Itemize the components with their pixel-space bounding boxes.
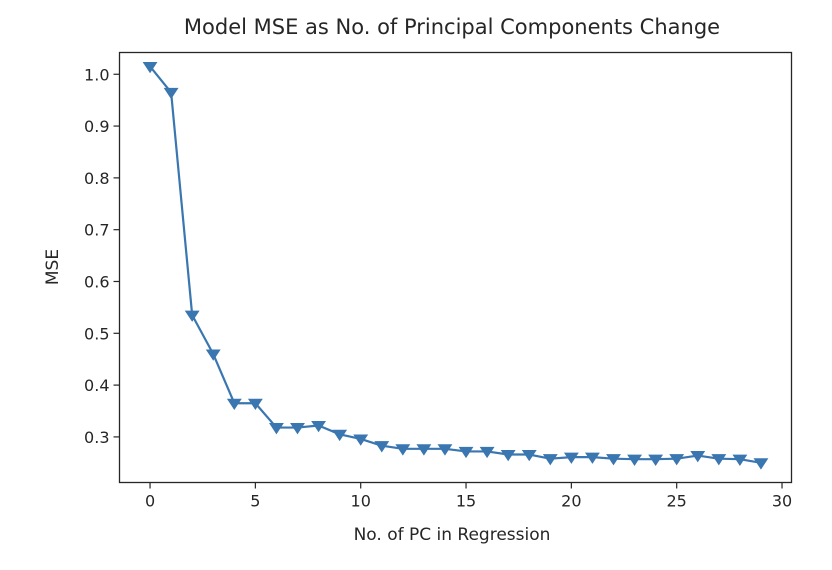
- plot-layer: [142, 61, 769, 470]
- x-tick-label: 15: [456, 492, 476, 511]
- data-point-marker: [163, 87, 179, 100]
- y-tick-label: 0.5: [84, 324, 109, 343]
- y-tick-label: 0.3: [84, 428, 109, 447]
- data-point-marker: [332, 429, 348, 442]
- data-point-marker: [627, 454, 642, 466]
- data-point-marker: [353, 434, 369, 446]
- data-point-marker: [374, 441, 390, 453]
- ticks-layer: 0 5 10 15 20 25 30 0.3 0.4 0.5 0.6 0.7 0.8 0.9 1.0: [84, 65, 792, 510]
- data-point-marker: [416, 444, 432, 456]
- data-point-marker: [226, 398, 242, 410]
- data-point-marker: [732, 454, 748, 466]
- data-point-marker: [205, 349, 221, 361]
- plot-frame: [118, 51, 793, 484]
- data-point-marker: [648, 454, 664, 466]
- y-tick-label: 1.0: [84, 65, 109, 84]
- data-point-marker: [711, 454, 727, 466]
- data-point-marker: [142, 61, 158, 74]
- data-point-marker: [563, 452, 579, 464]
- data-point-marker: [247, 398, 263, 410]
- y-tick-label: 0.8: [84, 169, 109, 188]
- y-tick-label: 0.4: [84, 376, 109, 395]
- x-axis-label: No. of PC in Regression: [354, 525, 551, 545]
- chart-title: Model MSE as No. of Principal Components…: [184, 15, 720, 39]
- data-point-marker: [542, 454, 558, 466]
- data-point-marker: [437, 444, 453, 456]
- x-tick-label: 0: [145, 492, 155, 511]
- data-point-marker: [521, 449, 537, 462]
- data-point-marker: [479, 446, 495, 459]
- data-point-marker: [290, 423, 305, 435]
- y-tick-label: 0.7: [84, 221, 109, 240]
- data-point-marker: [753, 458, 769, 470]
- data-point-marker: [458, 446, 474, 459]
- y-axis-label: MSE: [43, 249, 63, 285]
- data-point-marker: [311, 420, 326, 433]
- x-tick-label: 30: [772, 492, 792, 511]
- data-point-marker: [500, 449, 516, 462]
- x-tick-label: 5: [250, 492, 260, 511]
- data-point-marker: [669, 454, 685, 466]
- data-point-marker: [606, 454, 621, 466]
- x-tick-label: 10: [351, 492, 371, 511]
- data-point-marker: [269, 423, 284, 435]
- y-tick-label: 0.6: [84, 272, 109, 291]
- data-point-marker: [585, 452, 600, 464]
- data-point-marker: [184, 310, 200, 322]
- x-tick-label: 25: [667, 492, 687, 511]
- x-tick-label: 20: [561, 492, 581, 511]
- y-tick-label: 0.9: [84, 117, 109, 136]
- data-point-marker: [395, 444, 411, 456]
- data-point-marker: [690, 451, 706, 463]
- series-line: [149, 65, 762, 464]
